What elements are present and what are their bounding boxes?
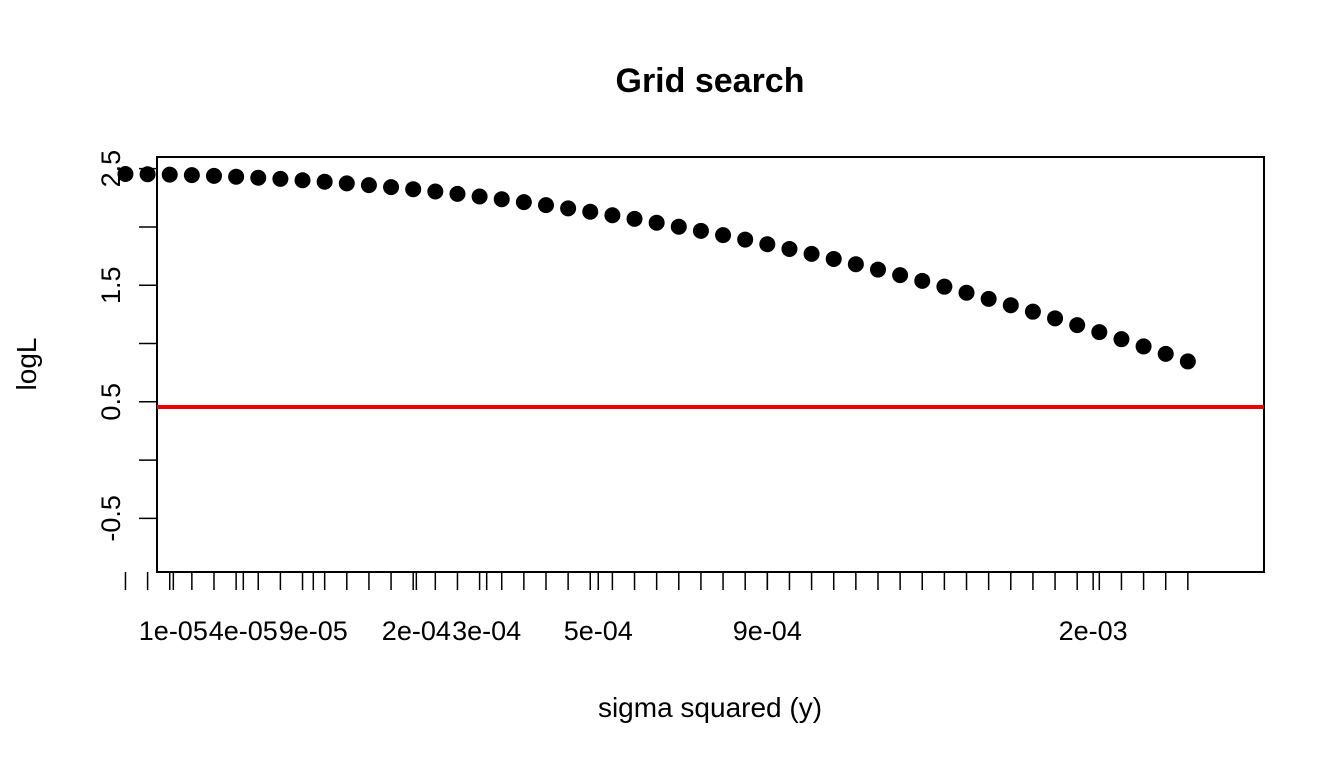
data-point xyxy=(1135,338,1152,355)
y-tick-label: -0.5 xyxy=(96,495,126,542)
data-point xyxy=(1157,345,1174,362)
data-point xyxy=(405,181,422,198)
data-point xyxy=(1002,297,1019,314)
data-point xyxy=(847,256,864,273)
data-point xyxy=(825,250,842,267)
data-point xyxy=(515,194,532,211)
data-point xyxy=(936,278,953,295)
y-axis: -0.50.51.52.5 xyxy=(96,150,157,542)
data-point xyxy=(272,170,289,187)
data-point xyxy=(1069,317,1086,334)
data-point xyxy=(316,173,333,190)
data-point xyxy=(205,167,222,184)
data-point xyxy=(537,197,554,214)
data-point xyxy=(759,236,776,253)
data-point xyxy=(228,168,245,185)
data-point xyxy=(471,188,488,205)
x-tick-label: 4e-05 xyxy=(209,616,278,646)
data-point xyxy=(1113,331,1130,348)
x-tick-label: 1e-05 xyxy=(139,616,208,646)
data-point xyxy=(427,183,444,200)
data-points xyxy=(117,165,1196,370)
data-point xyxy=(139,166,156,183)
data-point xyxy=(670,218,687,235)
chart-title: Grid search xyxy=(616,62,805,100)
data-point xyxy=(737,231,754,248)
data-point xyxy=(250,169,267,186)
data-point xyxy=(493,191,510,208)
data-point xyxy=(648,214,665,231)
data-point xyxy=(781,240,798,257)
data-point xyxy=(183,167,200,184)
data-point xyxy=(294,172,311,189)
data-point xyxy=(914,272,931,289)
data-point xyxy=(980,290,997,307)
x-tick-label: 3e-04 xyxy=(452,616,521,646)
data-point xyxy=(383,179,400,196)
data-point xyxy=(1024,303,1041,320)
data-point xyxy=(803,245,820,262)
data-point xyxy=(892,267,909,284)
data-point xyxy=(604,207,621,224)
data-point xyxy=(360,177,377,194)
data-point xyxy=(958,284,975,301)
data-point xyxy=(560,200,577,217)
data-point xyxy=(626,210,643,227)
data-point xyxy=(117,165,134,182)
data-point xyxy=(1047,310,1064,327)
x-tick-label: 9e-05 xyxy=(279,616,348,646)
data-point xyxy=(1179,353,1196,370)
x-tick-label: 2e-04 xyxy=(382,616,451,646)
x-axis: 1e-05 4e-05 9e-05 2e-04 3e-04 5e-04 9e-04 2e-03 xyxy=(139,572,1128,646)
x-tick-label: 5e-04 xyxy=(564,616,633,646)
data-point xyxy=(338,175,355,192)
x-tick-label: 2e-03 xyxy=(1059,616,1128,646)
data-point xyxy=(161,166,178,183)
y-tick-label: 1.5 xyxy=(96,266,126,304)
data-point xyxy=(692,222,709,239)
plot-box xyxy=(156,156,1265,573)
data-point xyxy=(869,261,886,278)
data-point xyxy=(1091,324,1108,341)
data-point xyxy=(582,203,599,220)
x-axis-minor-ticks xyxy=(124,572,1189,590)
x-tick-label: 9e-04 xyxy=(733,616,802,646)
data-point xyxy=(449,185,466,202)
y-tick-label: 0.5 xyxy=(96,383,126,421)
data-point xyxy=(715,227,732,244)
y-axis-label: logL xyxy=(11,338,42,391)
x-axis-label: sigma squared (y) xyxy=(598,692,822,723)
